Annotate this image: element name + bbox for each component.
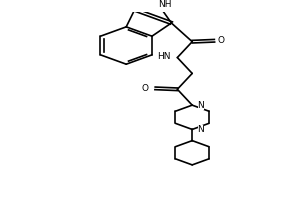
Text: O: O [218, 36, 224, 45]
Text: HN: HN [157, 52, 171, 61]
Text: O: O [142, 84, 148, 93]
Text: N: N [198, 101, 204, 110]
Text: NH: NH [158, 0, 172, 9]
Text: N: N [198, 125, 204, 134]
